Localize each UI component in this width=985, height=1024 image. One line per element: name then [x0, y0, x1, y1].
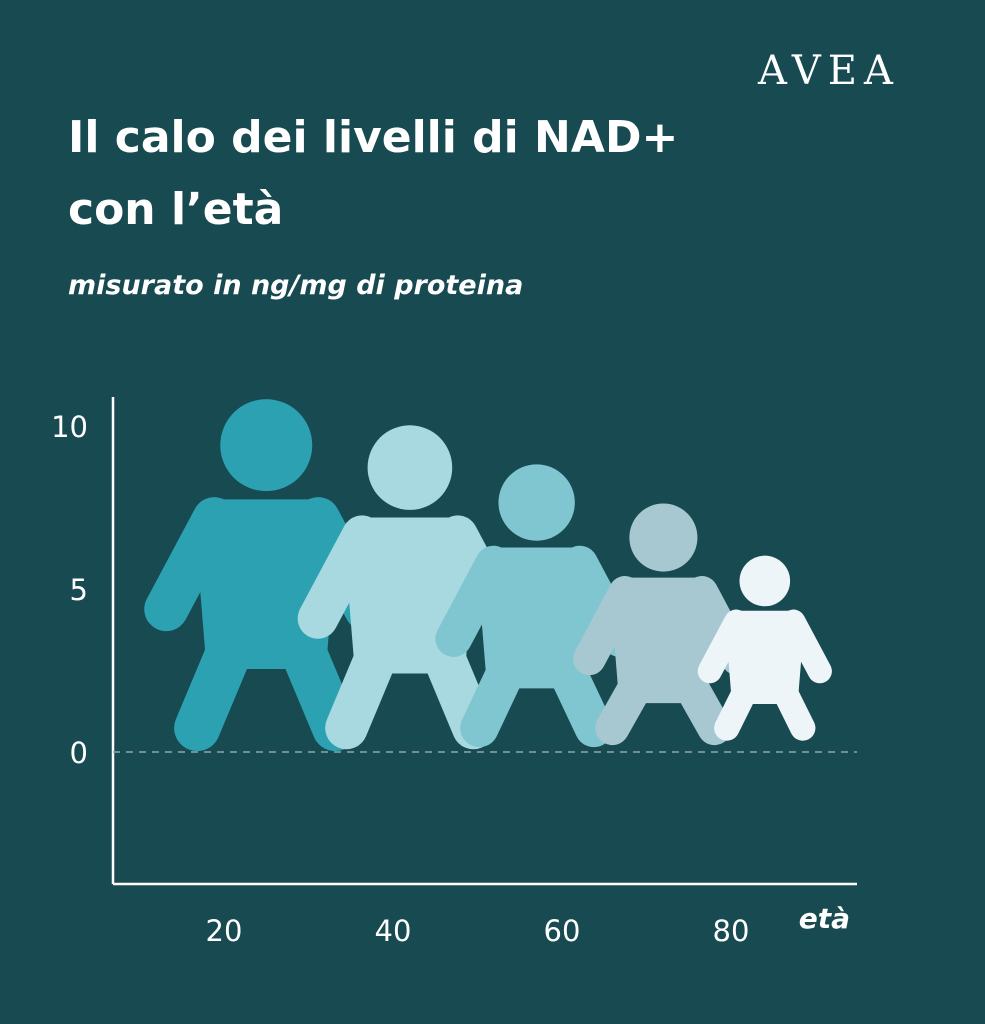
figure-head	[220, 399, 313, 492]
figure-left-arm	[435, 545, 512, 657]
figure-right-leg	[540, 636, 614, 748]
x-axis-label: età	[799, 902, 850, 935]
figure-age-57	[435, 464, 638, 748]
figure-left-leg	[460, 636, 533, 748]
x-tick-label: 60	[544, 914, 581, 948]
axes-layer: 0 5 10 20 40 60 80 età	[51, 397, 857, 948]
figure-left-arm	[697, 609, 749, 684]
figure-left-leg	[595, 656, 661, 746]
figure-left-arm	[573, 576, 642, 676]
figure-left-leg	[714, 669, 763, 741]
figure-right-leg	[767, 669, 816, 741]
figures-layer	[144, 399, 832, 752]
x-tick-label: 20	[206, 914, 243, 948]
title-line-2: con l’età	[68, 184, 284, 235]
figure-right-leg	[666, 656, 732, 746]
figure-head	[498, 464, 575, 541]
y-tick-label: 10	[51, 410, 88, 444]
figure-age-84	[697, 555, 832, 741]
x-tick-label: 40	[375, 914, 412, 948]
figure-head	[629, 503, 698, 572]
chart-subtitle: misurato in ng/mg di proteina	[68, 270, 524, 301]
figure-left-arm	[297, 515, 383, 639]
y-tick-label: 5	[70, 573, 88, 607]
figure-head	[367, 425, 453, 510]
title-line-1: Il calo dei livelli di NAD+	[68, 112, 679, 163]
brand-logo: AVEA	[758, 48, 900, 94]
figure-left-leg	[174, 606, 262, 752]
x-tick-label: 80	[713, 914, 750, 948]
y-tick-label: 0	[70, 736, 88, 770]
figure-right-leg	[270, 606, 359, 752]
figure-age-72	[573, 503, 754, 746]
figure-head	[739, 555, 791, 607]
figure-left-arm	[144, 497, 237, 632]
figure-right-arm	[781, 609, 832, 684]
figure-left-leg	[325, 615, 406, 750]
chart-title: Il calo dei livelli di NAD+ con l’età	[68, 102, 768, 246]
